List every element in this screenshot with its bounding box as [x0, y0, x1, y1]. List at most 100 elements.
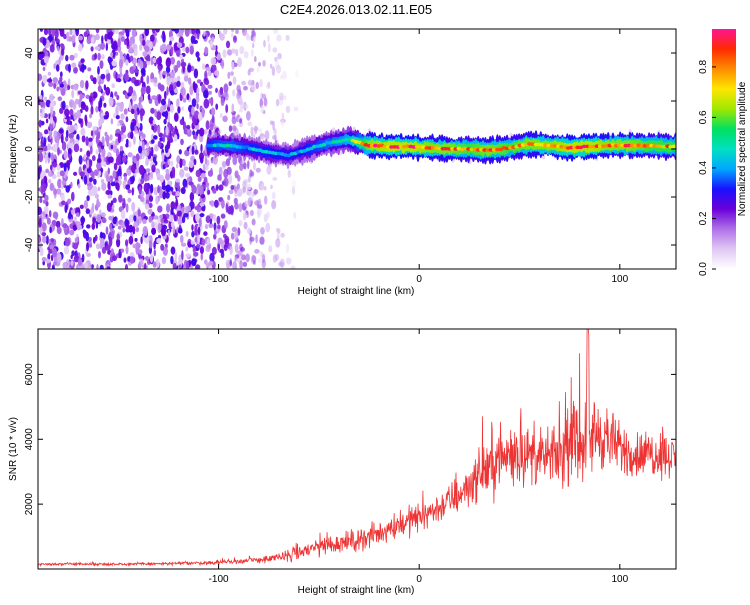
heatmap-cell: [86, 242, 89, 252]
heatmap-cell: [165, 168, 169, 174]
heatmap-cell: [85, 136, 89, 147]
heatmap-cell: [182, 178, 188, 188]
heatmap-cell: [74, 237, 79, 243]
heatmap-cell: [195, 264, 201, 269]
heatmap-cell: [229, 245, 233, 255]
heatmap-cell: [152, 156, 157, 163]
heatmap-cell: [215, 184, 219, 191]
x-tick-label: 100: [611, 574, 628, 585]
heatmap-cell: [231, 226, 238, 233]
heatmap-cell: [86, 176, 90, 185]
heatmap-cell: [154, 144, 159, 152]
heatmap-cell: [191, 258, 197, 267]
heatmap-cell: [274, 56, 278, 62]
heatmap-cell: [230, 232, 235, 240]
heatmap-cell: [165, 57, 171, 68]
heatmap-cell: [239, 118, 243, 124]
heatmap-cell: [271, 200, 277, 210]
heatmap-cell: [277, 52, 282, 60]
heatmap-cell: [149, 171, 153, 178]
heatmap-cell: [198, 217, 202, 228]
heatmap-cell: [46, 78, 53, 83]
heatmap-cell: [236, 92, 240, 100]
heatmap-cell: [117, 168, 122, 178]
heatmap-cell: [74, 124, 78, 131]
heatmap-cell: [131, 187, 134, 196]
heatmap-cell: [57, 146, 60, 156]
heatmap-cell: [88, 95, 93, 103]
heatmap-cell: [195, 212, 201, 223]
heatmap-cell: [79, 79, 85, 89]
heatmap-cell: [178, 264, 182, 269]
heatmap-cell: [129, 256, 135, 264]
spectrogram-x-label: Height of straight line (km): [298, 286, 415, 297]
heatmap-cell: [142, 226, 148, 236]
heatmap-cell: [50, 238, 54, 243]
heatmap-cell: [276, 227, 280, 233]
heatmap-cell: [38, 73, 43, 81]
heatmap-cell: [138, 145, 143, 154]
heatmap-cell: [119, 51, 123, 58]
heatmap-cell: [61, 141, 67, 151]
heatmap-cell: [177, 227, 183, 234]
heatmap-cell: [49, 129, 52, 140]
heatmap-cell: [199, 213, 205, 218]
heatmap-cell: [250, 209, 254, 217]
heatmap-cell: [266, 165, 272, 175]
heatmap-cell: [137, 58, 142, 64]
heatmap-cell: [230, 185, 235, 190]
heatmap-cell: [265, 222, 271, 233]
colorbar-tick-label: 0.2: [698, 211, 709, 225]
heatmap-cell: [48, 81, 54, 88]
heatmap-cell: [105, 42, 109, 51]
heatmap-cell: [169, 40, 172, 46]
heatmap-cell: [287, 169, 291, 178]
heatmap-cell: [181, 250, 184, 261]
heatmap-cell: [139, 216, 142, 224]
heatmap-cell: [189, 85, 194, 96]
heatmap-cell: [170, 57, 175, 65]
heatmap-cell: [249, 169, 253, 177]
heatmap-cell: [161, 43, 167, 52]
heatmap-cell: [69, 229, 75, 236]
heatmap-cell: [293, 106, 299, 112]
heatmap-cell: [94, 33, 100, 41]
heatmap-cell: [44, 194, 49, 202]
heatmap-cell: [258, 128, 263, 133]
heatmap-cell: [45, 168, 49, 174]
heatmap-cell: [225, 104, 229, 114]
heatmap-cell: [262, 253, 266, 264]
heatmap-cell: [267, 34, 270, 43]
heatmap-cell: [96, 74, 100, 83]
heatmap-cell: [178, 149, 182, 155]
snr-x-ticks: -100 0 100: [209, 329, 629, 585]
heatmap-cell: [264, 130, 270, 141]
heatmap-cell: [125, 239, 129, 247]
heatmap-cell: [246, 34, 251, 41]
heatmap-cell: [220, 213, 226, 219]
heatmap-cell: [43, 29, 49, 36]
heatmap-cell: [52, 174, 57, 180]
heatmap-cell: [77, 183, 81, 189]
heatmap-cell: [59, 71, 63, 78]
heatmap-cell: [59, 29, 65, 37]
heatmap-cell: [271, 66, 276, 77]
heatmap-cell: [39, 108, 43, 114]
heatmap-cell: [160, 243, 165, 251]
heatmap-cell: [106, 202, 112, 212]
heatmap-cell: [52, 162, 58, 168]
heatmap-cell: [132, 243, 137, 249]
heatmap-cell: [83, 262, 89, 269]
heatmap-cell: [63, 33, 67, 40]
heatmap-cell: [185, 253, 191, 258]
heatmap-cell: [153, 215, 159, 220]
heatmap-cell: [226, 166, 232, 175]
heatmap-cell: [45, 258, 51, 264]
heatmap-cell: [151, 227, 157, 235]
heatmap-cell: [83, 175, 88, 185]
heatmap-cell: [40, 173, 43, 180]
heatmap-cell: [162, 246, 168, 256]
heatmap-cell: [254, 249, 260, 254]
heatmap-cell: [251, 30, 256, 39]
heatmap-cell: [43, 175, 48, 184]
